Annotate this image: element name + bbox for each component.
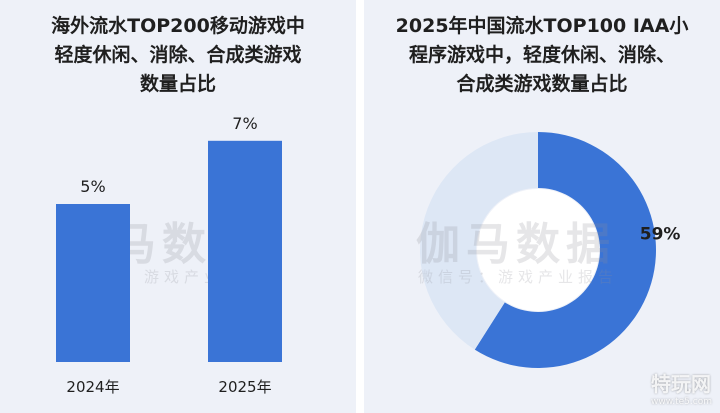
donut-chart-title: 2025年中国流水TOP100 IAA小 程序游戏中，轻度休闲、消除、 合成类游…: [364, 12, 720, 99]
donut-slice-1: [419, 132, 538, 350]
donut-chart-panel: 2025年中国流水TOP100 IAA小 程序游戏中，轻度休闲、消除、 合成类游…: [364, 0, 720, 413]
corner-logo-main: 特玩网: [651, 372, 711, 396]
bar-value-label: 5%: [80, 177, 105, 196]
donut-slice-0: [474, 132, 656, 369]
category-label: 2024年: [66, 378, 119, 396]
bar-chart-title-line-1: 海外流水TOP200移动游戏中: [51, 15, 305, 37]
watermark-sub-right: 微信号：游戏产业报告: [418, 268, 619, 286]
donut-hole: [477, 189, 599, 311]
bar-2024年: [56, 204, 130, 362]
donut-chart-svg: 59%: [419, 132, 681, 369]
bar-chart-title: 海外流水TOP200移动游戏中 轻度休闲、消除、合成类游戏 数量占比: [0, 12, 356, 99]
bar-chart-title-line-3: 数量占比: [139, 73, 216, 95]
bar-chart-title-line-2: 轻度休闲、消除、合成类游戏: [54, 44, 302, 66]
watermark-main-right: 伽马数据: [416, 219, 616, 270]
corner-logo: 特玩网 www.te5.com: [651, 368, 712, 407]
donut-slice-label: 59%: [640, 224, 681, 244]
donut-chart-title-line-3: 合成类游戏数量占比: [456, 73, 628, 95]
bar-chart-panel: 海外流水TOP200移动游戏中 轻度休闲、消除、合成类游戏 数量占比 伽马数据 …: [0, 0, 356, 413]
corner-logo-sub: www.te5.com: [651, 397, 712, 407]
category-label: 2025年: [218, 378, 271, 396]
donut-chart-title-line-2: 程序游戏中，轻度休闲、消除、: [408, 44, 675, 66]
bar-value-label: 7%: [232, 114, 257, 133]
bar-chart-svg: 5% 2024年 7% 2025年: [56, 114, 282, 396]
bar-2025年: [208, 140, 282, 362]
donut-chart-title-line-1: 2025年中国流水TOP100 IAA小: [395, 15, 689, 37]
